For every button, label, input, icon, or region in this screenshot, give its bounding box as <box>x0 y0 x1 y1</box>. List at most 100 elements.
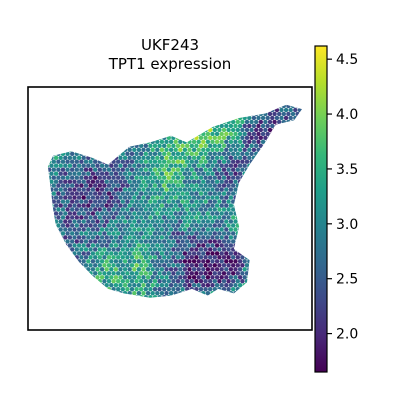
expression-spot <box>122 195 128 200</box>
expression-spot <box>120 287 126 292</box>
expression-spot <box>99 171 105 176</box>
expression-spot <box>212 287 217 292</box>
expression-spot <box>249 151 254 156</box>
expression-spot <box>219 283 224 288</box>
expression-spot <box>113 235 119 240</box>
expression-spot <box>116 247 121 252</box>
expression-spot <box>231 175 236 180</box>
expression-spot <box>210 219 215 224</box>
expression-spot <box>51 175 56 180</box>
expression-spot <box>58 179 63 184</box>
expression-spot <box>178 227 183 232</box>
expression-spot <box>185 151 190 156</box>
expression-spot <box>67 195 73 200</box>
expression-spot <box>157 247 162 252</box>
expression-spot <box>143 255 148 260</box>
expression-spot <box>231 287 236 292</box>
expression-spot <box>86 203 91 208</box>
expression-spot <box>143 279 148 284</box>
expression-spot <box>221 127 227 133</box>
expression-spot <box>72 163 77 168</box>
expression-spot <box>212 175 217 180</box>
expression-spot <box>194 287 199 292</box>
expression-spot <box>157 151 162 156</box>
expression-spot <box>141 163 146 168</box>
expression-spot <box>139 215 144 220</box>
expression-spot <box>65 231 70 236</box>
expression-spot <box>148 215 153 220</box>
expression-spot <box>76 251 82 256</box>
expression-spot <box>233 259 238 264</box>
expression-spot <box>168 235 174 240</box>
expression-spot <box>157 143 162 148</box>
expression-spot <box>240 151 245 156</box>
expression-spot <box>210 267 215 272</box>
expression-spot <box>134 167 139 172</box>
expression-spot <box>254 135 259 140</box>
expression-spot <box>185 271 190 276</box>
expression-spot <box>208 175 213 180</box>
expression-spot <box>214 283 220 288</box>
expression-spot <box>97 239 103 244</box>
expression-spot <box>127 155 132 160</box>
expression-spot <box>235 271 240 276</box>
expression-spot <box>143 287 148 292</box>
expression-spot <box>113 195 119 200</box>
expression-spot <box>145 235 151 240</box>
expression-spot <box>203 199 208 204</box>
expression-spot <box>198 279 204 284</box>
expression-spot <box>155 195 160 200</box>
expression-spot <box>145 259 151 264</box>
expression-spot <box>171 271 176 276</box>
expression-spot <box>194 159 199 164</box>
expression-spot <box>58 187 63 192</box>
expression-spot <box>143 271 148 276</box>
expression-spot <box>217 271 222 276</box>
expression-spot <box>219 195 224 200</box>
expression-spot <box>118 267 123 272</box>
expression-spot <box>175 167 181 172</box>
expression-spot <box>134 287 139 292</box>
expression-spot <box>175 239 181 244</box>
expression-spot <box>132 219 137 224</box>
expression-spot <box>143 231 148 236</box>
expression-spot <box>132 163 137 168</box>
expression-spot <box>168 179 174 184</box>
expression-spot <box>251 115 257 121</box>
expression-spot <box>102 247 107 252</box>
expression-spot <box>217 143 222 148</box>
expression-spot <box>159 275 165 280</box>
expression-spot <box>191 283 197 288</box>
expression-spot <box>217 151 222 156</box>
expression-spot <box>166 199 171 204</box>
expression-spot <box>118 155 123 160</box>
expression-spot <box>164 179 169 184</box>
expression-spot <box>233 131 238 137</box>
expression-spot <box>168 259 174 264</box>
expression-spot <box>260 115 266 121</box>
expression-spot <box>116 279 121 284</box>
expression-spot <box>63 187 68 192</box>
expression-spot <box>205 267 211 272</box>
expression-spot <box>143 159 148 164</box>
expression-spot <box>187 179 192 184</box>
expression-spot <box>136 275 142 280</box>
expression-spot <box>102 199 107 204</box>
expression-spot <box>180 271 185 276</box>
expression-spot <box>178 187 183 192</box>
expression-spot <box>226 135 231 140</box>
expression-spot <box>111 239 116 244</box>
expression-spot <box>196 155 201 160</box>
expression-spot <box>214 227 220 232</box>
expression-spot <box>122 187 128 192</box>
expression-spot <box>152 263 158 268</box>
expression-spot <box>67 187 73 192</box>
expression-spot <box>201 267 206 272</box>
expression-spot <box>113 283 119 288</box>
expression-spot <box>139 255 144 260</box>
expression-spot <box>178 243 183 248</box>
expression-spot <box>106 223 112 228</box>
expression-spot <box>132 267 137 272</box>
expression-spot <box>118 163 123 168</box>
expression-spot <box>185 215 190 220</box>
